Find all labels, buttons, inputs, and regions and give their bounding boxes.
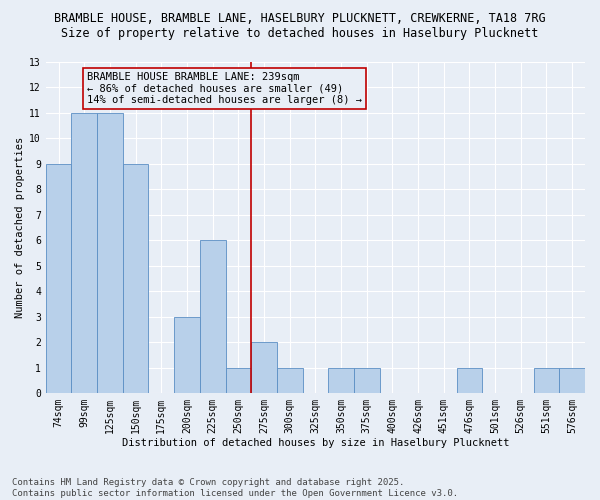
Bar: [174, 316, 200, 393]
Text: BRAMBLE HOUSE, BRAMBLE LANE, HASELBURY PLUCKNETT, CREWKERNE, TA18 7RG: BRAMBLE HOUSE, BRAMBLE LANE, HASELBURY P…: [54, 12, 546, 26]
Bar: [277, 368, 302, 393]
Bar: [97, 112, 123, 393]
Bar: [123, 164, 148, 393]
Bar: [533, 368, 559, 393]
Bar: [457, 368, 482, 393]
Bar: [559, 368, 585, 393]
Bar: [354, 368, 380, 393]
Text: BRAMBLE HOUSE BRAMBLE LANE: 239sqm
← 86% of detached houses are smaller (49)
14%: BRAMBLE HOUSE BRAMBLE LANE: 239sqm ← 86%…: [87, 72, 362, 105]
Bar: [71, 112, 97, 393]
Text: Size of property relative to detached houses in Haselbury Plucknett: Size of property relative to detached ho…: [61, 28, 539, 40]
Bar: [46, 164, 71, 393]
Bar: [328, 368, 354, 393]
Y-axis label: Number of detached properties: Number of detached properties: [15, 136, 25, 318]
Bar: [226, 368, 251, 393]
X-axis label: Distribution of detached houses by size in Haselbury Plucknett: Distribution of detached houses by size …: [122, 438, 509, 448]
Text: Contains HM Land Registry data © Crown copyright and database right 2025.
Contai: Contains HM Land Registry data © Crown c…: [12, 478, 458, 498]
Bar: [200, 240, 226, 393]
Bar: [251, 342, 277, 393]
